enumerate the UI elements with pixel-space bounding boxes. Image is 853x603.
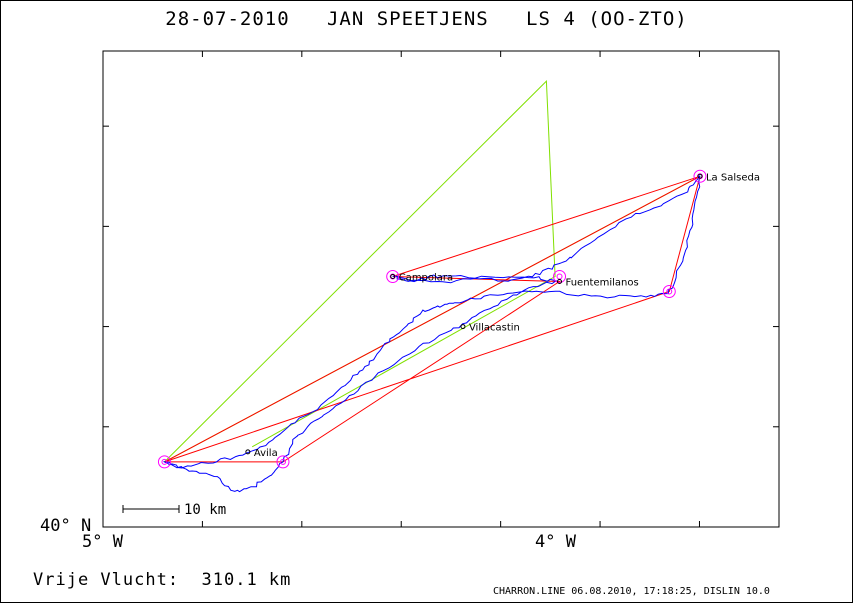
turnpoint-center [666,288,673,295]
place-label: Avila [254,448,278,459]
task-route-line [164,175,701,463]
place-label: Campolara [399,272,453,283]
axis-ticks [103,51,779,527]
lon-left-axis-label: 5° W [82,532,123,552]
place-dot [390,273,396,279]
lat-axis-label: 40° N [40,516,92,536]
turnpoint-circle [276,455,290,469]
place-dot [697,173,703,179]
free-flight-distance: Vrije Vlucht: 310.1 km [33,570,292,590]
turnpoint-center [279,458,286,465]
turnpoint-center [161,458,168,465]
software-credit: CHARRON.LINE 06.08.2010, 17:18:25, DISLI… [493,586,770,597]
place-label: La Salseda [706,172,760,183]
lon-right-axis-label: 4° W [535,532,576,552]
gps-track [163,175,701,493]
scale-bar: 10 km [122,502,226,518]
place-dot [460,324,466,330]
turnpoint-circle [693,169,707,183]
turnpoint-circle [386,269,400,283]
task-route [164,175,701,463]
place-dot [557,278,563,284]
turnpoint-circle [662,285,676,299]
turnpoint-circle [553,269,567,283]
turnpoint-center [556,273,563,280]
place-dot [245,449,251,455]
plot-frame [102,50,780,528]
place-label: Villacastin [469,323,520,334]
scale-bar-label: 10 km [184,502,226,518]
turnpoint-circle [157,455,171,469]
gps-track-line [163,175,701,493]
place-markers: La Salseda Campolara Fuentemilanos Villacas… [245,172,760,459]
page-title: 28-07-2010 JAN SPEETJENS LS 4 (OO-ZTO) [165,8,688,30]
place-label: Fuentemilanos [566,277,639,288]
